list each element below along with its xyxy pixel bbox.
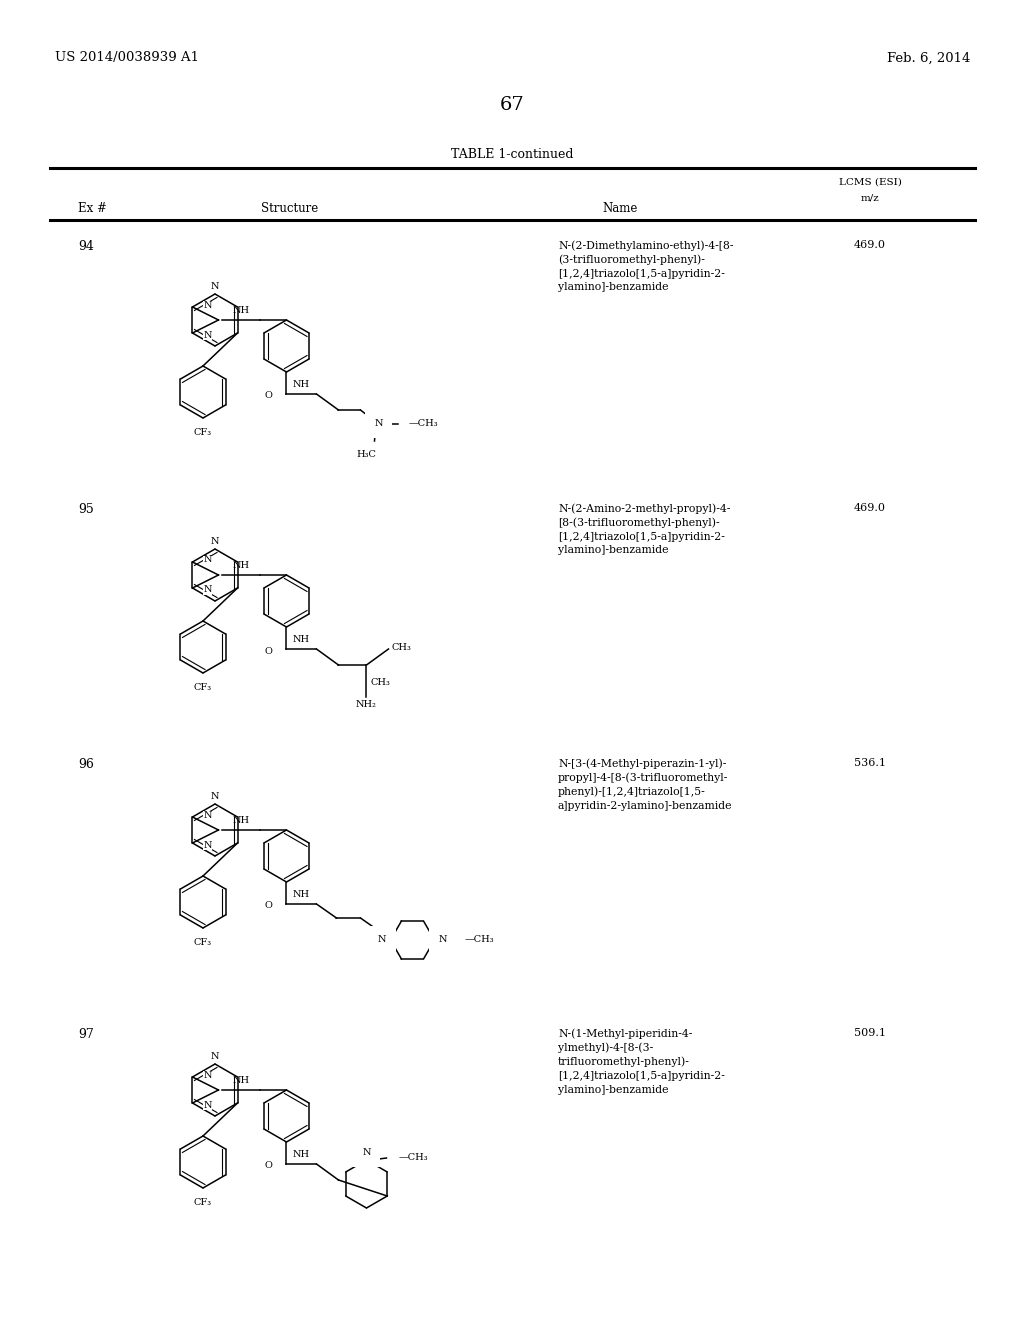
Text: US 2014/0038939 A1: US 2014/0038939 A1 <box>55 51 199 65</box>
Text: CH₃: CH₃ <box>371 678 390 686</box>
Text: NH: NH <box>232 816 250 825</box>
Text: N-(2-Dimethylamino-ethyl)-4-[8-
(3-trifluoromethyl-phenyl)-
[1,2,4]triazolo[1,5-: N-(2-Dimethylamino-ethyl)-4-[8- (3-trifl… <box>558 240 733 292</box>
Text: N: N <box>362 1148 371 1158</box>
Text: NH: NH <box>293 1150 310 1159</box>
Text: NH₂: NH₂ <box>356 700 377 709</box>
Text: CF₃: CF₃ <box>194 1199 212 1206</box>
Text: 94: 94 <box>78 240 94 253</box>
Text: 96: 96 <box>78 758 94 771</box>
Text: NH: NH <box>232 1076 250 1085</box>
Text: N: N <box>203 301 212 309</box>
Text: 536.1: 536.1 <box>854 758 886 768</box>
Text: O: O <box>264 902 272 911</box>
Text: LCMS (ESI): LCMS (ESI) <box>839 177 901 186</box>
Text: NH: NH <box>232 561 250 570</box>
Text: N-(2-Amino-2-methyl-propyl)-4-
[8-(3-trifluoromethyl-phenyl)-
[1,2,4]triazolo[1,: N-(2-Amino-2-methyl-propyl)-4- [8-(3-tri… <box>558 503 730 556</box>
Text: N: N <box>211 537 219 546</box>
Text: N: N <box>211 792 219 801</box>
Text: N: N <box>203 810 212 820</box>
Text: N: N <box>203 1071 212 1080</box>
Text: N: N <box>378 936 386 945</box>
Text: CH₃: CH₃ <box>391 644 412 652</box>
Text: N: N <box>211 1052 219 1061</box>
Text: N: N <box>203 586 212 594</box>
Text: 509.1: 509.1 <box>854 1028 886 1038</box>
Text: N: N <box>203 841 212 850</box>
Text: —CH₃: —CH₃ <box>465 936 495 945</box>
Text: m/z: m/z <box>860 194 880 202</box>
Text: CF₃: CF₃ <box>194 682 212 692</box>
Text: Name: Name <box>602 202 638 214</box>
Text: TABLE 1-continued: TABLE 1-continued <box>451 149 573 161</box>
Text: Structure: Structure <box>261 202 318 214</box>
Text: N: N <box>438 936 447 945</box>
Text: —CH₃: —CH₃ <box>409 420 438 429</box>
Text: H₃C: H₃C <box>356 450 377 459</box>
Text: NH: NH <box>293 380 310 389</box>
Text: O: O <box>264 392 272 400</box>
Text: 469.0: 469.0 <box>854 503 886 513</box>
Text: N: N <box>203 556 212 565</box>
Text: CF₃: CF₃ <box>194 428 212 437</box>
Text: O: O <box>264 647 272 656</box>
Text: CF₃: CF₃ <box>194 939 212 946</box>
Text: 95: 95 <box>78 503 94 516</box>
Text: N-(1-Methyl-piperidin-4-
ylmethyl)-4-[8-(3-
trifluoromethyl-phenyl)-
[1,2,4]tria: N-(1-Methyl-piperidin-4- ylmethyl)-4-[8-… <box>558 1028 725 1094</box>
Text: —CH₃: —CH₃ <box>398 1154 428 1163</box>
Text: NH: NH <box>293 635 310 644</box>
Text: N-[3-(4-Methyl-piperazin-1-yl)-
propyl]-4-[8-(3-trifluoromethyl-
phenyl)-[1,2,4]: N-[3-(4-Methyl-piperazin-1-yl)- propyl]-… <box>558 758 732 810</box>
Text: 97: 97 <box>78 1028 94 1041</box>
Text: N: N <box>203 330 212 339</box>
Text: NH: NH <box>293 890 310 899</box>
Text: N: N <box>203 1101 212 1110</box>
Text: O: O <box>264 1162 272 1171</box>
Text: Feb. 6, 2014: Feb. 6, 2014 <box>887 51 970 65</box>
Text: N: N <box>211 282 219 290</box>
Text: NH: NH <box>232 306 250 315</box>
Text: 469.0: 469.0 <box>854 240 886 249</box>
Text: Ex #: Ex # <box>78 202 106 214</box>
Text: N: N <box>374 420 383 429</box>
Text: 67: 67 <box>500 96 524 114</box>
